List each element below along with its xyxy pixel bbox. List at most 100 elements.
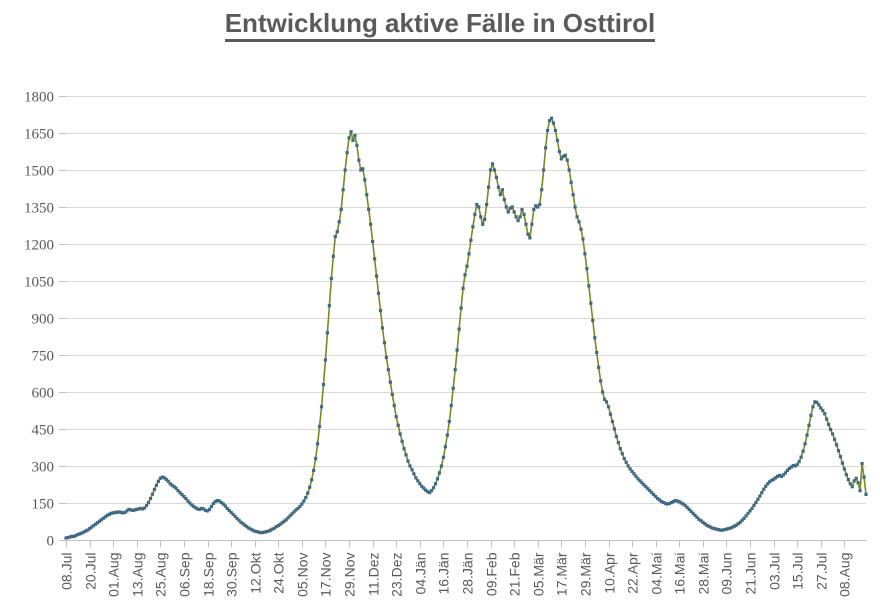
data-point-marker <box>337 220 341 224</box>
data-point-marker <box>416 479 420 483</box>
data-point-marker <box>135 507 139 512</box>
data-point-marker <box>528 236 532 240</box>
data-point-marker <box>618 447 622 451</box>
data-point-marker <box>746 511 750 515</box>
data-point-marker <box>312 468 316 473</box>
data-point-marker <box>709 525 713 529</box>
data-point-marker <box>196 507 200 511</box>
x-tick-label: 29.Mär <box>578 552 594 596</box>
data-point-marker <box>445 433 449 437</box>
data-point-marker <box>123 510 127 514</box>
x-tick-label: 04.Mai <box>649 553 665 595</box>
data-point-marker <box>229 510 233 514</box>
data-point-marker <box>239 520 243 524</box>
data-point-marker <box>797 459 801 464</box>
data-point-marker <box>579 227 583 231</box>
data-point-marker <box>89 525 94 529</box>
data-point-marker <box>659 499 664 504</box>
data-point-marker <box>652 493 656 497</box>
data-point-marker <box>581 237 585 241</box>
data-point-marker <box>608 412 613 416</box>
data-point-marker <box>724 527 729 531</box>
data-point-marker <box>369 222 373 226</box>
data-point-marker <box>516 218 520 223</box>
data-point-marker <box>730 525 734 529</box>
data-point-marker <box>380 326 385 330</box>
data-point-marker <box>658 498 662 502</box>
data-point-marker <box>830 432 835 436</box>
data-point-marker <box>404 453 408 457</box>
series-line-aktive-faelle <box>65 117 867 539</box>
data-point-marker <box>691 511 695 515</box>
data-point-marker <box>166 479 170 483</box>
data-point-marker <box>601 390 605 394</box>
data-point-marker <box>412 472 416 476</box>
data-point-marker <box>561 154 565 159</box>
data-point-marker <box>449 403 453 408</box>
data-point-marker <box>97 519 102 523</box>
data-point-marker <box>703 522 707 526</box>
data-point-marker <box>316 442 320 446</box>
data-point-marker <box>856 481 860 485</box>
data-point-marker <box>477 205 481 209</box>
data-point-marker <box>190 503 194 507</box>
data-point-marker <box>701 520 705 524</box>
data-point-marker <box>455 348 459 352</box>
data-point-marker <box>347 136 351 140</box>
data-point-marker <box>551 121 556 125</box>
data-point-marker <box>520 207 524 212</box>
data-point-marker <box>392 403 396 408</box>
data-point-marker <box>321 383 326 387</box>
data-point-marker <box>522 212 526 216</box>
data-point-marker <box>793 464 797 468</box>
data-point-marker <box>367 207 371 212</box>
data-point-marker <box>549 116 554 120</box>
data-point-marker <box>274 525 278 529</box>
data-point-marker <box>787 466 791 471</box>
data-point-marker <box>176 489 180 493</box>
x-tick-label: 21.Feb <box>507 552 523 596</box>
data-point-marker <box>610 420 615 424</box>
data-point-marker <box>648 489 652 493</box>
data-point-marker <box>268 528 273 532</box>
data-point-marker <box>764 484 768 488</box>
data-point-marker <box>158 476 162 480</box>
data-point-marker <box>589 301 593 305</box>
data-point-marker <box>545 128 550 133</box>
data-point-marker <box>296 506 300 511</box>
data-point-marker <box>777 473 782 477</box>
data-point-marker <box>101 516 105 520</box>
data-point-marker <box>249 527 253 531</box>
x-axis-ticks: 08.Jul 20.Jul 01.Aug 13.Aug 25.Aug 06.Sep 18.S… <box>59 540 853 597</box>
data-point-marker <box>68 535 72 539</box>
data-point-marker <box>457 327 461 331</box>
data-point-marker <box>253 529 257 533</box>
data-point-marker <box>632 472 636 476</box>
data-point-marker <box>194 506 198 510</box>
data-point-marker <box>779 474 784 478</box>
data-point-marker <box>823 412 827 416</box>
data-point-marker <box>488 168 493 172</box>
data-point-marker <box>559 157 563 161</box>
data-point-marker <box>565 158 569 162</box>
data-point-marker <box>363 178 367 182</box>
data-point-marker <box>170 483 174 487</box>
data-point-marker <box>726 527 731 531</box>
data-point-marker <box>349 130 353 134</box>
data-point-marker <box>687 507 691 512</box>
data-point-marker <box>795 462 799 467</box>
data-point-marker <box>494 175 499 179</box>
data-point-marker <box>209 504 214 509</box>
data-point-marker <box>182 494 186 499</box>
x-tick-label: 23.Dez <box>389 553 405 597</box>
x-tick-label: 22.Apr <box>625 552 641 594</box>
gridlines <box>66 96 866 541</box>
chart-title: Entwicklung aktive Fälle in Osttirol <box>0 8 880 42</box>
x-tick-label: 25.Aug <box>153 553 169 597</box>
data-point-marker <box>713 527 717 531</box>
data-point-marker <box>215 498 219 503</box>
data-point-marker <box>172 485 176 489</box>
data-point-marker <box>323 358 328 362</box>
data-point-marker <box>162 476 166 480</box>
data-point-marker <box>129 508 133 512</box>
